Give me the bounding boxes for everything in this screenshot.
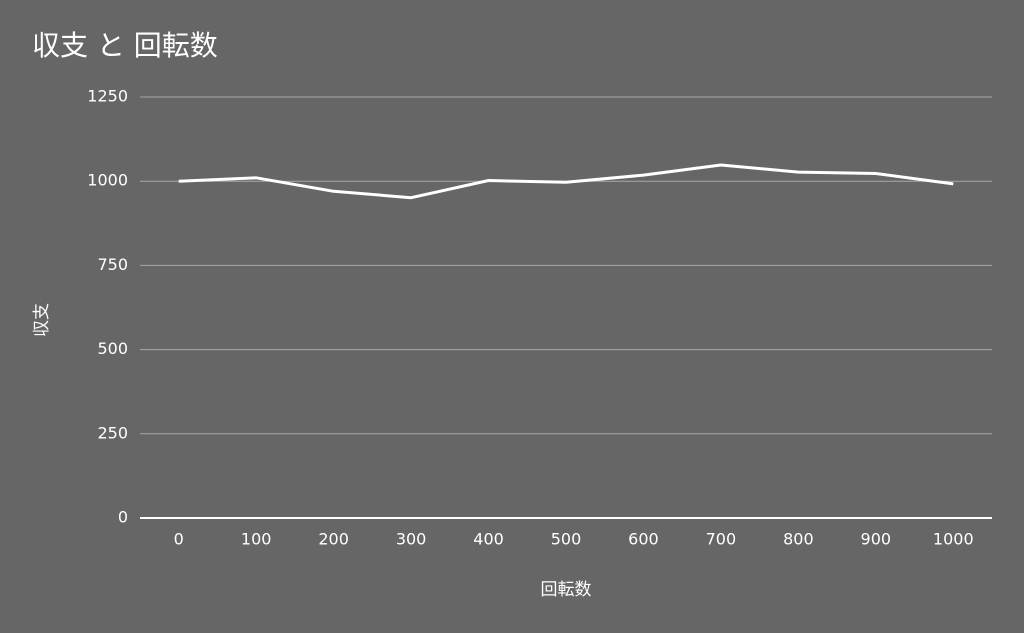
- x-tick-label: 500: [551, 530, 582, 549]
- x-tick-label: 400: [473, 530, 504, 549]
- data-line: [178, 163, 954, 200]
- chart-title: 収支 と 回転数: [32, 29, 218, 62]
- x-tick-label: 900: [861, 530, 892, 549]
- y-tick-label: 1250: [87, 87, 128, 106]
- y-tick-label: 250: [97, 423, 128, 442]
- x-tick-label: 700: [706, 530, 737, 549]
- x-tick-label: 200: [318, 530, 349, 549]
- x-axis-label: 回転数: [541, 580, 592, 600]
- x-tick-label: 300: [396, 530, 427, 549]
- y-tick-label: 1000: [87, 171, 128, 190]
- y-tick-label: 0: [118, 508, 128, 527]
- x-tick-label: 1000: [933, 530, 974, 549]
- y-axis-label: 収支: [32, 303, 52, 337]
- x-tick-label: 100: [241, 530, 272, 549]
- y-tick-label: 750: [97, 255, 128, 274]
- y-tick-label: 500: [97, 339, 128, 358]
- x-tick-label: 800: [783, 530, 814, 549]
- x-tick-label: 600: [628, 530, 659, 549]
- x-tick-label: 0: [174, 530, 184, 549]
